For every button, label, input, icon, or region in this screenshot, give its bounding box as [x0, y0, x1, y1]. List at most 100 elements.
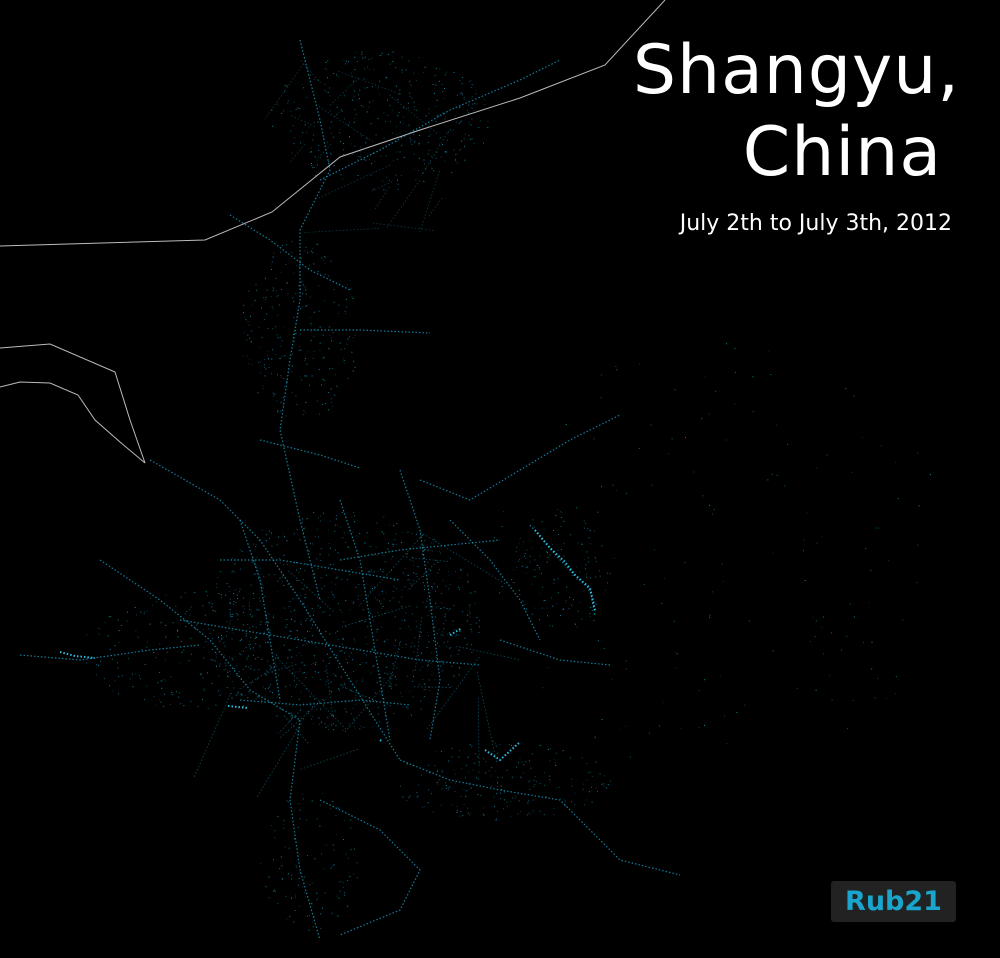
- gps-point: [336, 577, 338, 579]
- gps-point: [407, 579, 409, 581]
- gps-point: [846, 635, 848, 637]
- gps-point: [433, 538, 435, 540]
- gps-point: [428, 112, 430, 114]
- gps-point: [370, 546, 372, 547]
- gps-point: [543, 814, 545, 816]
- boundary-line-west-upper: [0, 343, 146, 464]
- gps-point: [384, 612, 386, 614]
- gps-point: [402, 123, 404, 125]
- gps-point: [639, 363, 640, 365]
- gps-point: [260, 863, 262, 864]
- gps-point: [285, 896, 287, 897]
- gps-point: [403, 107, 405, 109]
- gps-point: [232, 632, 234, 634]
- gps-point: [491, 767, 493, 769]
- gps-point: [423, 589, 425, 591]
- gps-points: [86, 51, 931, 931]
- gps-point: [369, 69, 370, 71]
- gps-point: [272, 697, 274, 699]
- gps-point: [319, 413, 321, 415]
- gps-point: [324, 263, 326, 265]
- gps-point: [339, 168, 341, 170]
- gps-point: [259, 647, 261, 649]
- gps-point: [229, 609, 231, 611]
- gps-point: [440, 750, 442, 752]
- gps-point: [396, 158, 398, 160]
- gps-point: [466, 790, 468, 792]
- gps-point: [413, 651, 415, 653]
- gps-point: [393, 586, 395, 587]
- gps-point: [407, 707, 409, 709]
- gps-point: [432, 83, 434, 85]
- gps-point: [553, 582, 555, 584]
- gps-point: [287, 102, 289, 104]
- gps-point: [466, 620, 468, 622]
- gps-point: [478, 620, 480, 621]
- road-trace: [399, 469, 441, 741]
- gps-point: [340, 141, 341, 143]
- gps-point: [226, 630, 228, 632]
- gps-point: [248, 290, 250, 292]
- gps-point: [300, 621, 302, 623]
- gps-point: [272, 289, 274, 291]
- gps-point: [364, 87, 366, 89]
- gps-point: [387, 548, 389, 550]
- gps-point: [324, 273, 326, 275]
- gps-point: [333, 729, 335, 731]
- gps-point: [338, 689, 340, 691]
- gps-point: [376, 522, 378, 524]
- gps-point: [280, 410, 282, 412]
- gps-point: [659, 725, 660, 727]
- gps-point: [365, 142, 367, 144]
- gps-point: [215, 610, 217, 612]
- gps-point: [139, 678, 141, 680]
- gps-point: [283, 644, 285, 646]
- gps-point: [319, 520, 321, 522]
- gps-point: [474, 103, 476, 105]
- gps-point: [324, 300, 326, 302]
- gps-point: [241, 639, 243, 641]
- gps-point: [315, 664, 316, 666]
- gps-point: [396, 543, 397, 545]
- gps-point: [586, 551, 588, 553]
- gps-point: [447, 760, 449, 762]
- gps-point: [225, 594, 227, 596]
- gps-point: [479, 120, 481, 122]
- gps-point: [334, 549, 336, 551]
- gps-point: [501, 586, 503, 587]
- gps-point: [451, 686, 453, 688]
- gps-point: [560, 517, 562, 518]
- gps-point: [286, 800, 288, 802]
- gps-point: [234, 572, 236, 574]
- gps-point: [363, 586, 365, 588]
- gps-point: [440, 634, 442, 636]
- gps-point: [752, 411, 754, 413]
- gps-point: [251, 364, 253, 366]
- gps-point: [418, 784, 419, 786]
- gps-point: [349, 136, 350, 138]
- gps-point: [428, 686, 430, 688]
- gps-point: [618, 729, 620, 731]
- gps-point: [254, 299, 256, 301]
- gps-point: [467, 756, 469, 758]
- gps-point: [224, 645, 226, 647]
- gps-point: [376, 629, 378, 631]
- gps-point: [447, 641, 449, 643]
- road-network: [19, 39, 681, 941]
- gps-point: [218, 675, 220, 677]
- gps-point: [483, 98, 485, 100]
- gps-point: [352, 153, 354, 155]
- gps-point: [340, 109, 342, 111]
- gps-point: [434, 616, 436, 618]
- gps-point: [441, 660, 443, 662]
- gps-point: [411, 642, 413, 644]
- gps-point: [503, 808, 505, 810]
- gps-point: [406, 763, 408, 765]
- gps-point: [243, 304, 245, 306]
- gps-point: [473, 110, 475, 112]
- gps-point: [409, 137, 411, 139]
- gps-point: [314, 698, 316, 700]
- gps-point: [451, 665, 453, 667]
- gps-point: [229, 598, 231, 600]
- gps-point: [264, 366, 265, 368]
